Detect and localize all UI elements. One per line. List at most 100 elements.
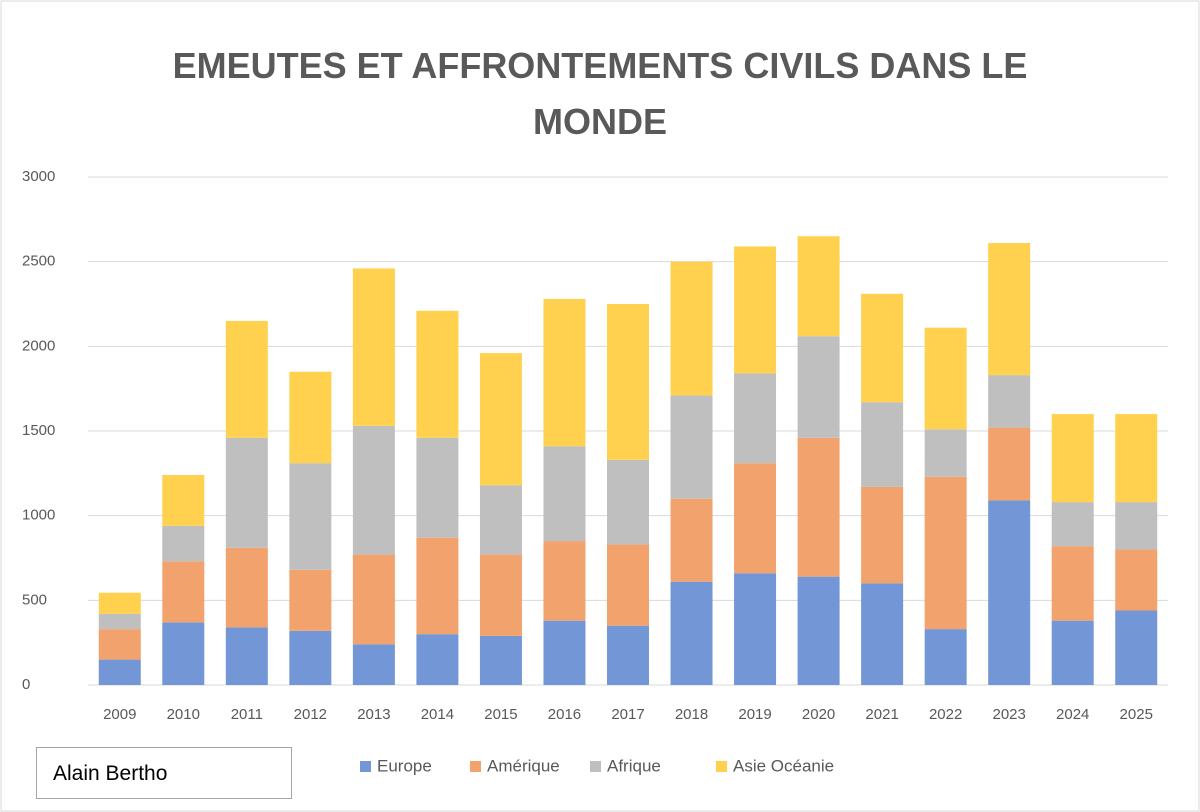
bar-segment — [98, 629, 141, 660]
bar-segment — [543, 298, 586, 447]
bar-segment — [988, 427, 1031, 501]
bar-segment — [797, 336, 840, 438]
chart-title: EMEUTES ET AFFRONTEMENTS CIVILS DANS LE … — [172, 45, 1028, 142]
bar-segment — [734, 246, 777, 374]
bar-segment — [98, 592, 141, 614]
bar-segment — [162, 475, 205, 526]
bar-segment — [1051, 620, 1094, 685]
bar-segment — [162, 525, 205, 562]
y-tick-label: 2000 — [22, 337, 55, 354]
x-tick-label: 2021 — [865, 706, 898, 723]
legend-label: Afrique — [607, 756, 661, 775]
x-tick-label: 2024 — [1056, 706, 1089, 723]
bar-segment — [289, 630, 332, 685]
legend-label: Europe — [377, 756, 432, 775]
bar-segment — [861, 293, 904, 403]
bar-segment — [289, 569, 332, 631]
bar-segment — [225, 437, 268, 548]
bar-segment — [1051, 502, 1094, 547]
bar-segment — [797, 236, 840, 337]
bar-segment — [479, 485, 522, 555]
bar-segment — [607, 625, 649, 685]
bar-segment — [607, 544, 649, 626]
x-tick-label: 2009 — [103, 706, 136, 723]
bar-segment — [988, 243, 1031, 376]
bar-segment — [352, 554, 395, 645]
bar-segment — [479, 635, 522, 685]
bar-segment — [1115, 610, 1158, 685]
x-tick-label: 2019 — [738, 706, 771, 723]
bar-segment — [988, 375, 1031, 428]
bar-segment — [98, 659, 141, 685]
bar-segment — [861, 583, 904, 685]
bar-segment — [162, 561, 205, 623]
bar-segment — [924, 327, 967, 430]
bar-segment — [1051, 546, 1094, 621]
bar-segment — [607, 304, 649, 460]
legend-label: Amérique — [487, 756, 560, 775]
y-tick-label: 3000 — [22, 168, 55, 185]
bar-segment — [352, 644, 395, 685]
bar-segment — [225, 320, 268, 438]
bar-segment — [543, 446, 586, 542]
x-tick-label: 2017 — [611, 706, 644, 723]
bar-segment — [416, 537, 459, 635]
bar-segment — [924, 476, 967, 630]
legend-swatch — [590, 761, 601, 772]
x-tick-label: 2014 — [421, 706, 454, 723]
y-tick-label: 2500 — [22, 253, 55, 270]
x-tick-label: 2025 — [1120, 706, 1153, 723]
bar-segment — [352, 425, 395, 555]
bar-segment — [734, 463, 777, 574]
bar-segment — [670, 261, 713, 396]
bar-segment — [479, 554, 522, 636]
bar-segment — [861, 402, 904, 487]
bar-segment — [416, 634, 459, 685]
x-tick-label: 2018 — [675, 706, 708, 723]
bar-segment — [924, 629, 967, 685]
legend-swatch — [470, 761, 481, 772]
bar-segment — [352, 268, 395, 426]
bar-segment — [225, 547, 268, 628]
bar-segment — [289, 463, 332, 570]
y-tick-label: 1500 — [22, 422, 55, 439]
bar-segment — [670, 498, 713, 582]
bar-segment — [797, 437, 840, 577]
x-tick-label: 2020 — [802, 706, 835, 723]
x-tick-label: 2013 — [357, 706, 390, 723]
bar-segment — [607, 459, 649, 545]
legend-label: Asie Océanie — [733, 756, 834, 775]
bar-segment — [543, 620, 586, 685]
bar-segment — [734, 373, 777, 464]
bar-segment — [416, 310, 459, 438]
bar-segment — [1115, 502, 1158, 550]
x-tick-label: 2023 — [992, 706, 1025, 723]
bar-segment — [988, 500, 1031, 685]
y-tick-label: 1000 — [22, 507, 55, 524]
bar-segment — [225, 627, 268, 685]
legend-swatch — [716, 761, 727, 772]
bar-segment — [416, 437, 459, 538]
bar-segment — [543, 541, 586, 621]
x-tick-label: 2011 — [231, 706, 263, 723]
x-tick-label: 2010 — [167, 706, 200, 723]
y-tick-label: 500 — [22, 591, 47, 608]
x-tick-label: 2016 — [548, 706, 581, 723]
bar-segment — [1115, 414, 1158, 503]
bar-segment — [479, 353, 522, 486]
annotation: Alain Bertho — [36, 747, 292, 799]
bar-segment — [98, 613, 141, 630]
bar-segment — [670, 395, 713, 499]
bar-segment — [670, 581, 713, 685]
legend-swatch — [360, 761, 371, 772]
x-tick-label: 2012 — [294, 706, 327, 723]
x-tick-label: 2022 — [929, 706, 962, 723]
bar-segment — [162, 622, 205, 685]
bar-segment — [1115, 549, 1158, 611]
bar-segment — [797, 576, 840, 685]
bar-segment — [289, 371, 332, 464]
x-tick-label: 2015 — [484, 706, 517, 723]
bar-segment — [1051, 414, 1094, 503]
